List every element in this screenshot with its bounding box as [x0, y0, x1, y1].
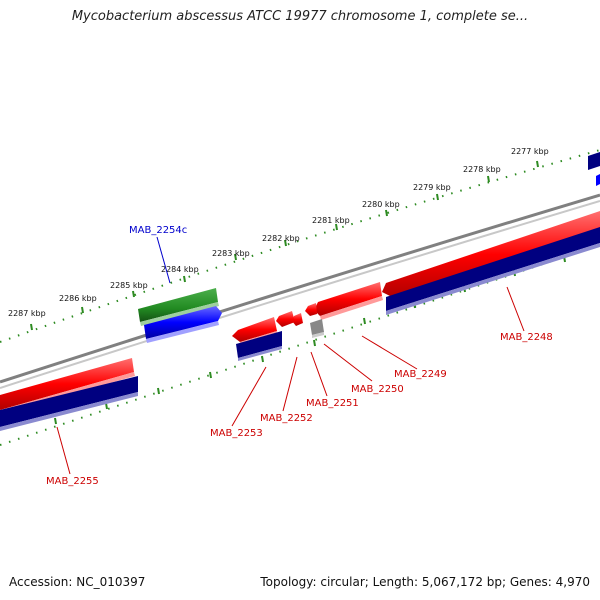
label-leaders — [56, 236, 525, 475]
tick-label: 2284 kbp — [161, 265, 199, 274]
tick-label: 2283 kbp — [212, 249, 250, 258]
tick-label: 2280 kbp — [362, 200, 400, 209]
tick-label: 2281 kbp — [312, 216, 350, 225]
gene-label-mab-2251[interactable]: MAB_2251 — [306, 398, 359, 409]
gene-corner-bar[interactable] — [588, 152, 600, 186]
gene-mab-2249-cds[interactable] — [314, 282, 383, 320]
gene-label-mab-2248[interactable]: MAB_2248 — [500, 332, 553, 343]
gene-label-mab-2249[interactable]: MAB_2249 — [394, 369, 447, 380]
tick-label: 2286 kbp — [59, 294, 97, 303]
tick-label: 2285 kbp — [110, 281, 148, 290]
accession-text: Accession: NC_010397 — [9, 575, 146, 589]
gene-label-mab-2255[interactable]: MAB_2255 — [46, 476, 99, 487]
gene-mab-2255-bar[interactable] — [0, 376, 138, 431]
tick-label: 2287 kbp — [8, 309, 46, 318]
gene-label-mab-2253[interactable]: MAB_2253 — [210, 428, 263, 439]
gene-mab-2250-cds[interactable] — [305, 303, 317, 316]
gene-label-mab-2252[interactable]: MAB_2252 — [260, 413, 313, 424]
gene-mab-2252-cds[interactable] — [292, 313, 303, 326]
backbone-inner — [0, 200, 600, 389]
gene-mab-2253-bar[interactable] — [236, 331, 282, 361]
gene-mab-2251-cds[interactable] — [310, 319, 324, 338]
tick-label: 2279 kbp — [413, 183, 451, 192]
map-title: Mycobacterium abscessus ATCC 19977 chrom… — [71, 9, 529, 24]
gene-mab-2254c-cds[interactable] — [144, 306, 222, 343]
tick-label: 2277 kbp — [511, 147, 549, 156]
genome-summary-text: Topology: circular; Length: 5,067,172 bp… — [260, 575, 590, 589]
tick-label: 2278 kbp — [463, 165, 501, 174]
tick-label: 2282 kbp — [262, 234, 300, 243]
gene-label-mab-2250[interactable]: MAB_2250 — [351, 384, 404, 395]
outer-major-ticks — [30, 160, 539, 331]
outer-ruler-arc — [0, 149, 600, 343]
gene-mab-2248-bar[interactable] — [386, 227, 600, 315]
gene-label-mab-2254c[interactable]: MAB_2254c — [129, 225, 187, 236]
backbone-outer — [0, 193, 600, 384]
gene-mab-2254c-rna[interactable] — [138, 288, 219, 326]
